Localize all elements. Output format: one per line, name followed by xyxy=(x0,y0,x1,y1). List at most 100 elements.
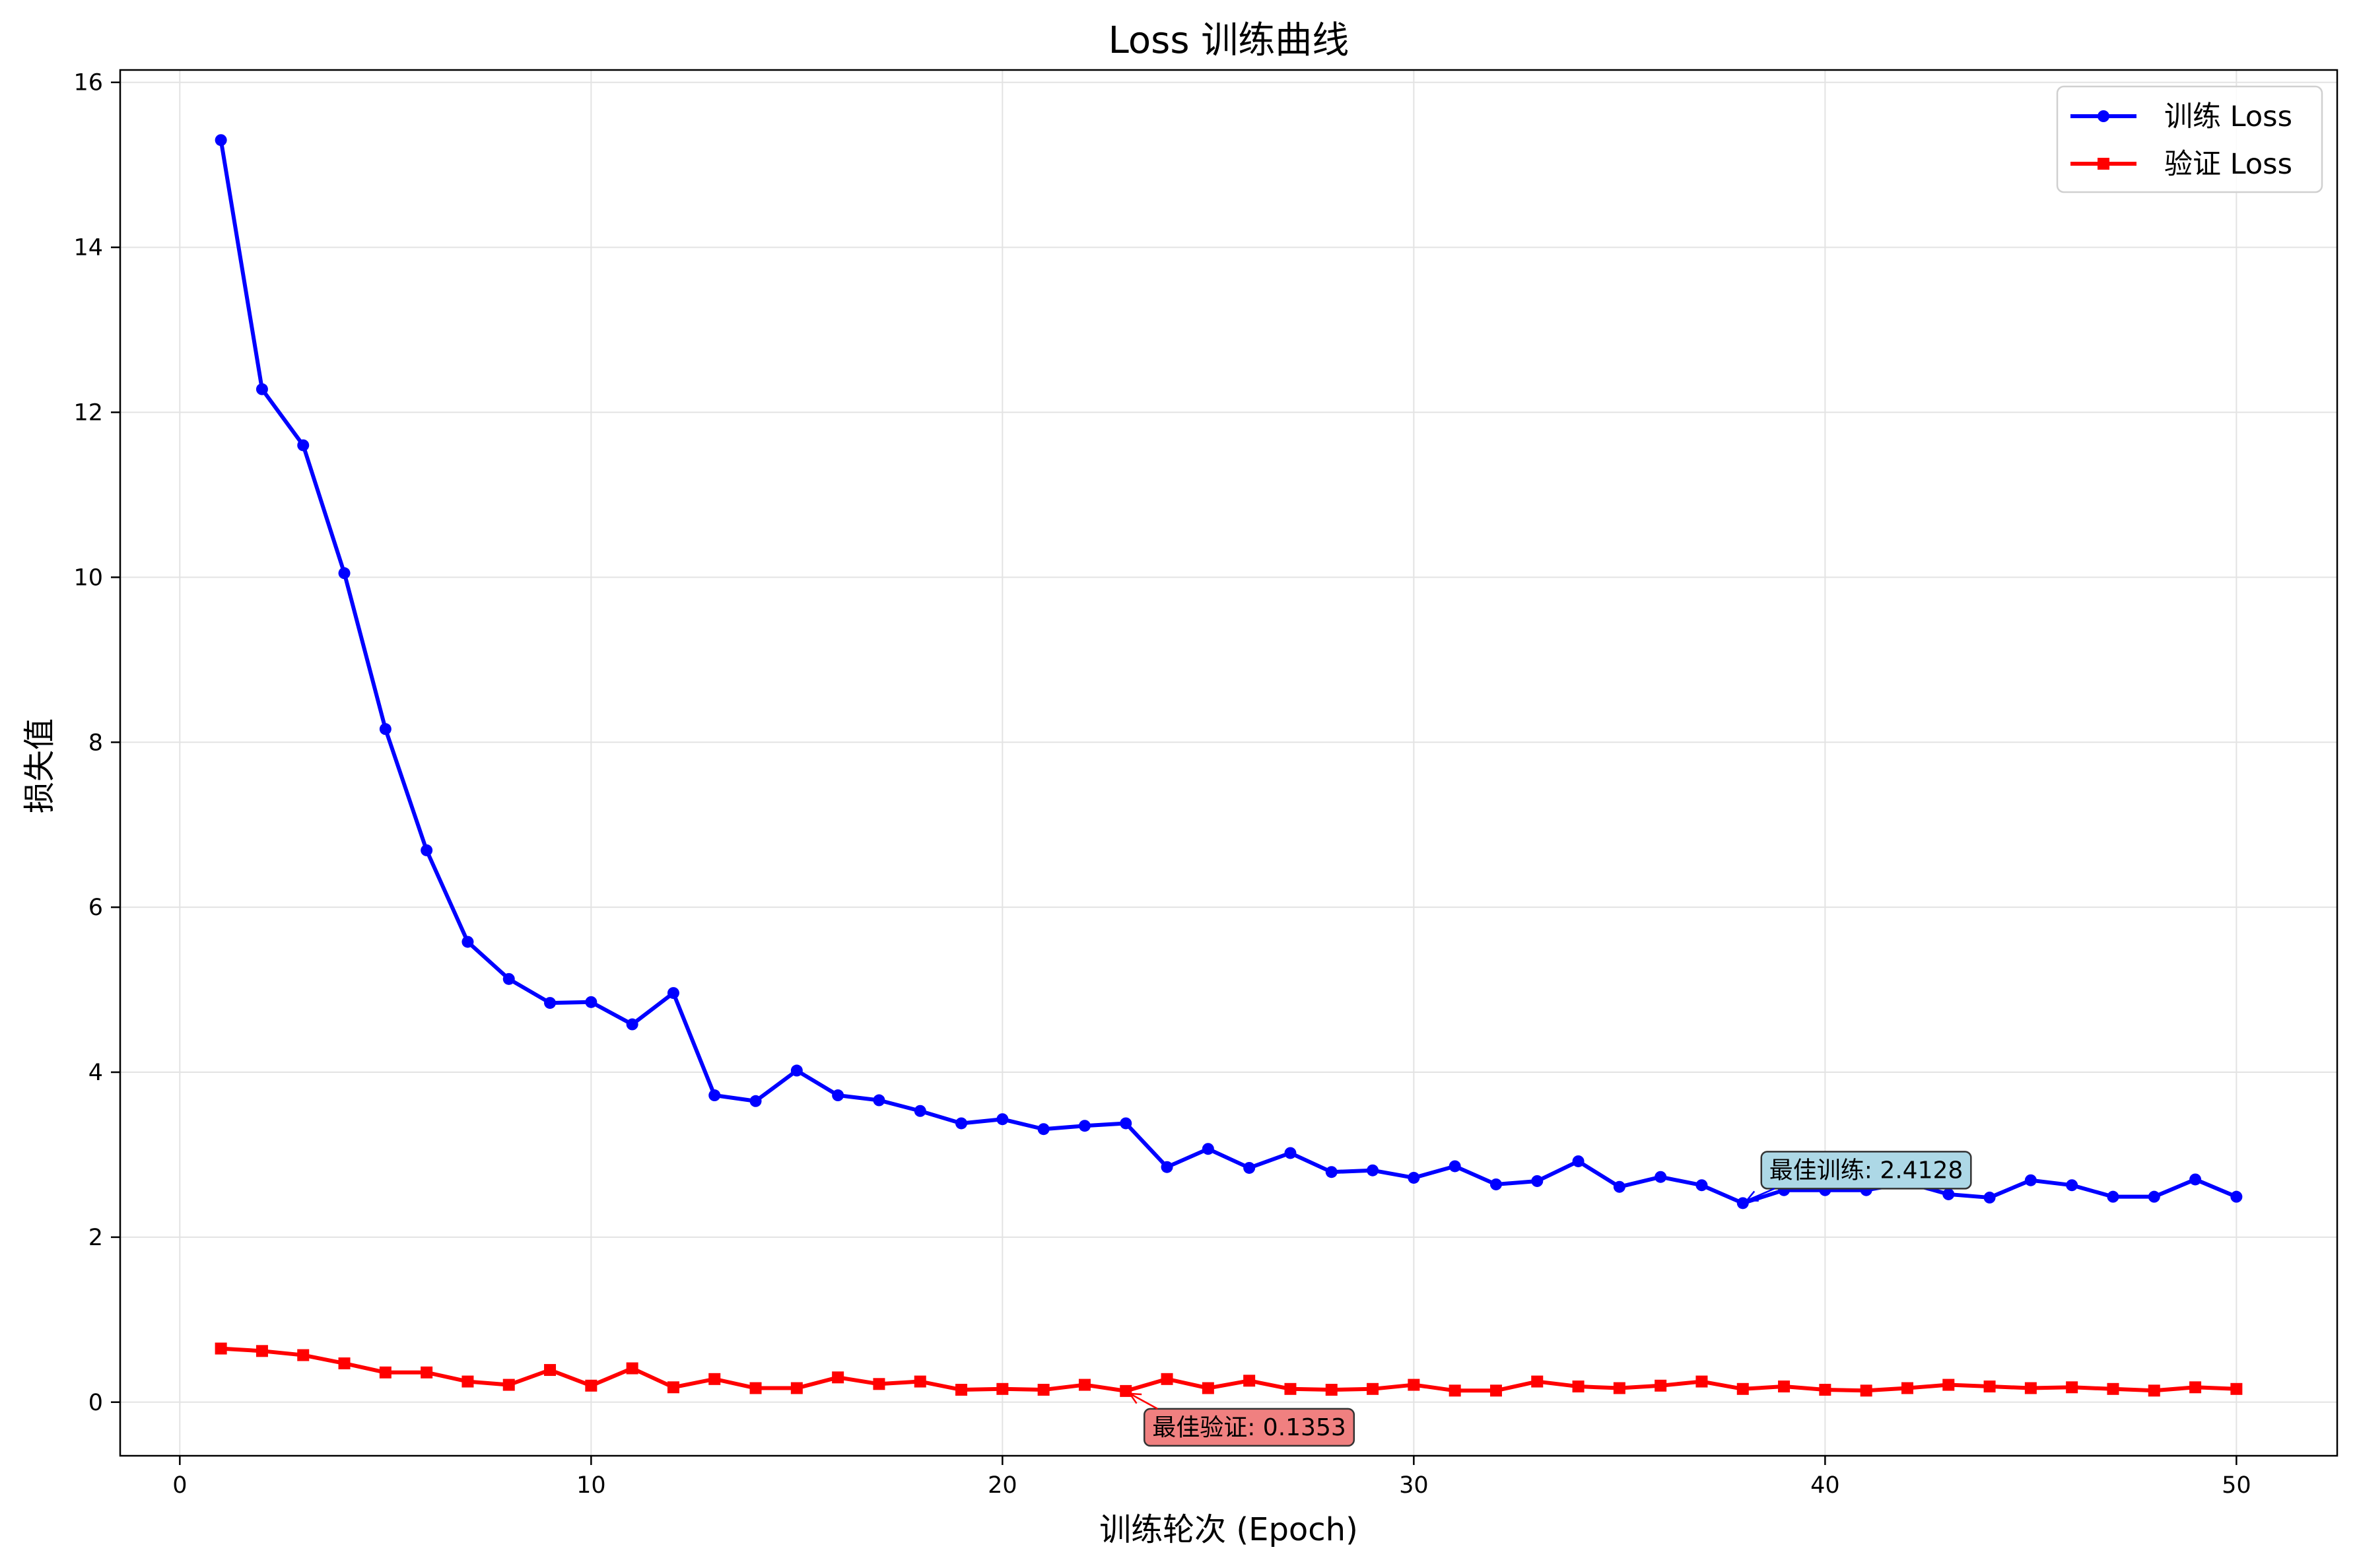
data-point-square xyxy=(502,1379,515,1391)
data-point-circle xyxy=(1078,1120,1091,1132)
data-point-square xyxy=(1202,1382,1214,1394)
data-point-square xyxy=(379,1366,392,1379)
data-point-circle xyxy=(1449,1160,1461,1173)
data-point-circle xyxy=(2066,1179,2078,1192)
data-point-circle xyxy=(708,1089,721,1102)
annotation-arrow xyxy=(1746,1188,1775,1202)
data-point-circle xyxy=(1284,1147,1297,1159)
annotation-1: 最佳训练: 2.4128 xyxy=(1745,1151,1972,1202)
data-point-square xyxy=(1161,1373,1173,1385)
data-point-circle xyxy=(544,997,557,1009)
data-point-square xyxy=(461,1375,474,1388)
data-point-circle xyxy=(790,1064,803,1077)
data-point-circle xyxy=(256,383,268,395)
x-tick-label: 0 xyxy=(172,1472,187,1499)
data-point-square xyxy=(256,1345,268,1357)
data-point-square xyxy=(1860,1384,1872,1397)
data-point-square xyxy=(1942,1379,1955,1391)
legend-label: 训练 Loss xyxy=(2164,100,2292,133)
data-point-circle xyxy=(2148,1190,2160,1203)
data-point-square xyxy=(2024,1382,2037,1394)
data-point-square xyxy=(1284,1382,1297,1395)
data-point-circle xyxy=(914,1105,926,1117)
data-point-circle xyxy=(1367,1164,1379,1176)
legend-swatch-marker xyxy=(2098,158,2109,170)
data-point-square xyxy=(1037,1384,1050,1396)
data-point-square xyxy=(1078,1379,1091,1391)
data-point-square xyxy=(1449,1384,1461,1397)
data-point-square xyxy=(1531,1375,1544,1388)
data-point-circle xyxy=(1037,1123,1050,1136)
series-line-2 xyxy=(221,1346,2237,1393)
data-point-circle xyxy=(1572,1155,1585,1167)
data-point-square xyxy=(421,1366,433,1379)
data-point-circle xyxy=(1243,1161,1256,1174)
data-point-circle xyxy=(461,936,474,948)
legend-label: 验证 Loss xyxy=(2164,148,2292,181)
data-point-circle xyxy=(215,134,227,147)
data-point-square xyxy=(1367,1382,1379,1395)
chart-title: Loss 训练曲线 xyxy=(1109,19,1349,62)
data-point-square xyxy=(2230,1382,2243,1395)
x-axis-label: 训练轮次 (Epoch) xyxy=(1099,1511,1358,1548)
y-tick-label: 10 xyxy=(73,564,103,591)
data-point-circle xyxy=(1202,1143,1214,1155)
data-point-circle xyxy=(667,987,679,1000)
data-point-circle xyxy=(1531,1175,1544,1187)
data-point-circle xyxy=(1942,1188,1955,1200)
axis-ticks: 0 10 20 30 40 50 0 2 4 6 8 10 12 14 16 xyxy=(73,70,2251,1499)
data-point-circle xyxy=(585,996,598,1008)
grid xyxy=(120,70,2337,1456)
annotation-2: 最佳验证: 0.1353 xyxy=(1128,1392,1355,1447)
y-axis-label: 损失值 xyxy=(21,718,58,813)
data-point-circle xyxy=(2189,1173,2202,1186)
data-point-circle xyxy=(832,1089,844,1102)
data-point-square xyxy=(790,1382,803,1394)
annotation-arrowhead xyxy=(1128,1392,1142,1404)
data-point-circle xyxy=(1161,1161,1173,1173)
data-point-square xyxy=(708,1373,721,1385)
data-point-circle xyxy=(421,844,433,856)
annotation-label: 最佳训练: 2.4128 xyxy=(1769,1157,1964,1184)
data-point-square xyxy=(2189,1381,2202,1394)
data-point-square xyxy=(1695,1375,1708,1388)
series-line-1 xyxy=(219,139,2237,1206)
legend-swatch-marker xyxy=(2098,110,2109,122)
data-point-circle xyxy=(1325,1166,1338,1178)
data-point-circle xyxy=(1120,1117,1132,1130)
data-point-square xyxy=(667,1381,679,1394)
data-point-circle xyxy=(626,1018,638,1031)
data-point-square xyxy=(297,1349,310,1361)
data-point-circle xyxy=(2230,1190,2243,1203)
x-tick-label: 40 xyxy=(1810,1472,1840,1499)
data-point-circle xyxy=(338,567,351,580)
annotation-box xyxy=(1143,1408,1355,1447)
data-point-circle xyxy=(297,439,310,452)
data-point-square xyxy=(996,1382,1009,1395)
data-point-square xyxy=(2107,1382,2119,1395)
legend: 训练 Loss 验证 Loss xyxy=(2056,85,2323,193)
annotation-arrow xyxy=(1129,1392,1158,1410)
y-tick-label: 2 xyxy=(88,1225,103,1251)
data-point-circle xyxy=(1736,1197,1749,1210)
x-tick-label: 30 xyxy=(1399,1472,1429,1499)
annotation-label: 最佳验证: 0.1353 xyxy=(1152,1414,1346,1441)
y-tick-label: 4 xyxy=(88,1060,103,1086)
data-point-circle xyxy=(1983,1191,1996,1204)
data-point-circle xyxy=(502,972,515,985)
data-point-square xyxy=(1489,1384,1502,1397)
data-point-square xyxy=(1655,1379,1667,1392)
x-tick-label: 50 xyxy=(2222,1472,2251,1499)
plot-frame xyxy=(119,69,2339,1457)
data-point-square xyxy=(338,1357,351,1370)
annotation-box xyxy=(1760,1151,1972,1190)
data-point-circle xyxy=(873,1094,885,1107)
data-point-square xyxy=(832,1371,844,1384)
data-point-square xyxy=(215,1342,227,1355)
data-point-circle xyxy=(2107,1190,2119,1203)
data-point-circle xyxy=(996,1113,1009,1126)
data-point-circle xyxy=(749,1095,762,1107)
data-point-circle xyxy=(1489,1178,1502,1190)
data-point-circle xyxy=(2024,1174,2037,1186)
